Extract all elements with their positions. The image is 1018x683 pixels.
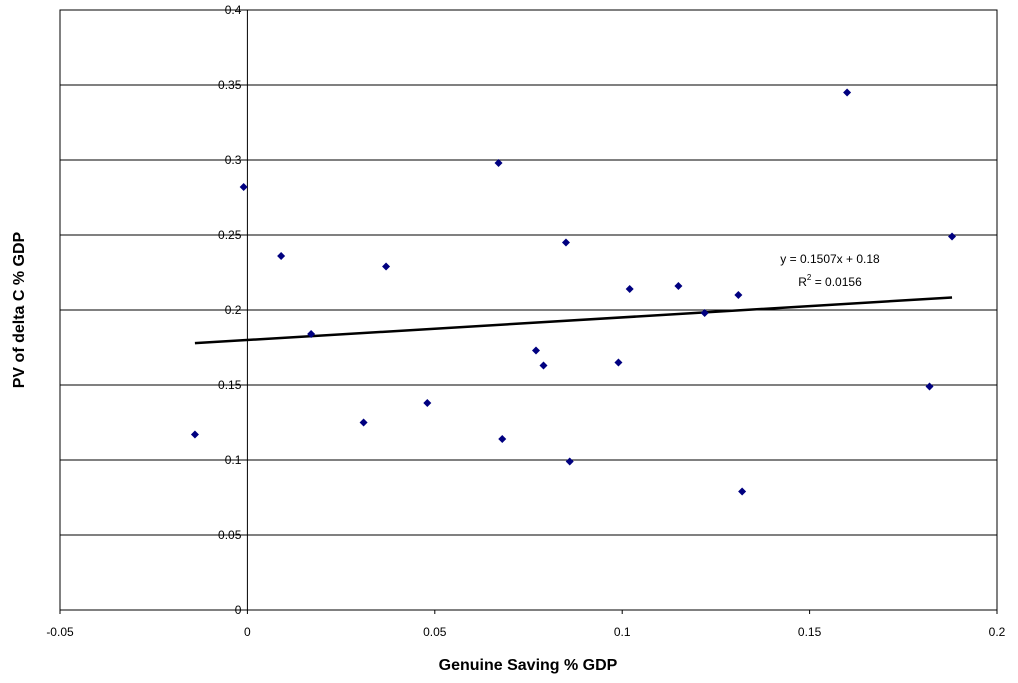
data-point (423, 399, 432, 407)
data-point (307, 330, 316, 338)
data-point (734, 291, 743, 299)
data-point (494, 159, 503, 167)
x-tick-label: 0.15 (798, 625, 822, 639)
trendline-group (194, 296, 953, 345)
x-tick-label: 0.2 (989, 625, 1006, 639)
data-point (498, 435, 507, 443)
y-tick-label: 0.35 (218, 78, 242, 92)
data-point (239, 183, 248, 191)
y-tick-label: 0.4 (225, 3, 242, 17)
data-point (674, 282, 683, 290)
y-tick-label: 0.2 (225, 303, 242, 317)
y-tick-label: 0.15 (218, 378, 242, 392)
data-point (843, 88, 852, 97)
y-tick-label: 0.05 (218, 528, 242, 542)
x-axis-title: Genuine Saving % GDP (439, 657, 618, 674)
axes (59, 9, 998, 614)
data-point (531, 346, 540, 355)
trendline-r2: R2 = 0.0156 (798, 273, 862, 289)
data-points (190, 88, 957, 496)
data-point (700, 309, 709, 317)
data-point (277, 252, 286, 260)
data-point (614, 358, 623, 367)
y-tick-label: 0.25 (218, 228, 242, 242)
y-tick-labels: 0 0.05 0.1 0.15 0.2 0.25 0.3 0.35 0.4 (218, 3, 242, 617)
y-tick-label: 0.3 (225, 153, 242, 167)
y-tick-label: 0 (235, 603, 242, 617)
r2-prefix: R (798, 275, 807, 289)
data-point (382, 262, 391, 271)
data-point (625, 285, 634, 293)
data-point (565, 457, 574, 466)
x-tick-label: 0 (244, 625, 251, 639)
x-tick-label: 0.1 (614, 625, 631, 639)
x-tick-label: 0.05 (423, 625, 447, 639)
data-point (925, 382, 934, 391)
data-point (539, 361, 548, 370)
y-axis-title: PV of delta C % GDP (11, 231, 28, 388)
r2-value: = 0.0156 (811, 275, 862, 289)
data-point (738, 487, 747, 496)
data-point (359, 418, 368, 427)
trendline (194, 296, 953, 345)
data-point (948, 232, 957, 241)
gridlines (60, 9, 997, 611)
y-tick-label: 0.1 (225, 453, 242, 467)
x-tick-labels: -0.05 0 0.05 0.1 0.15 0.2 (46, 625, 1005, 639)
data-point (561, 238, 570, 247)
trendline-equation: y = 0.1507x + 0.18 (780, 252, 880, 266)
r2-superscript: 2 (807, 273, 812, 282)
x-tick-label: -0.05 (46, 625, 74, 639)
data-point (190, 430, 199, 439)
